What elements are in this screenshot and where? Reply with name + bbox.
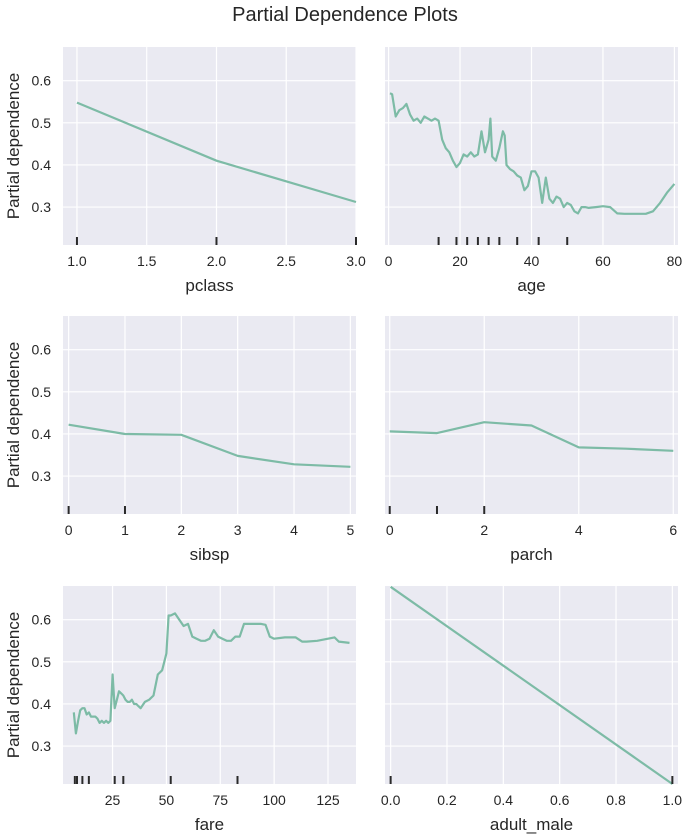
x-tick-label: 60 xyxy=(595,253,611,269)
y-tick-label: 0.6 xyxy=(32,612,52,628)
x-tick-label: 3.0 xyxy=(346,253,366,269)
panel-parch: 0 2 4 6 parch xyxy=(385,316,678,564)
x-tick-label: 0.8 xyxy=(606,792,626,808)
panel-fare: 25 50 75 100 125 fare 0.3 0.4 0.5 0.6 Partial depe… xyxy=(4,586,356,834)
x-tick-label: 2.5 xyxy=(277,253,297,269)
x-tick-label: 40 xyxy=(524,253,540,269)
x-tick-label: 80 xyxy=(667,253,683,269)
pd-line-sibsp xyxy=(68,423,351,468)
y-tick-label: 0.3 xyxy=(32,738,52,754)
panel-sibsp: 0 1 2 3 4 5 sibsp 0.3 0.4 0.5 0.6 Partial dependenc… xyxy=(4,316,356,564)
x-tick-label: 20 xyxy=(452,253,468,269)
y-tick-label: 0.5 xyxy=(32,654,52,670)
x-axis-label: fare xyxy=(195,815,224,834)
y-tick-label: 0.5 xyxy=(32,115,52,131)
x-axis-label: sibsp xyxy=(190,545,230,564)
x-tick-label: 2.0 xyxy=(207,253,227,269)
x-tick-label: 2 xyxy=(177,522,185,538)
x-tick-label: 3 xyxy=(234,522,242,538)
x-tick-label: 0.4 xyxy=(494,792,514,808)
plot-area xyxy=(63,316,356,514)
y-tick-label: 0.4 xyxy=(32,157,52,173)
x-tick-label: 125 xyxy=(316,792,340,808)
x-tick-label: 1.5 xyxy=(137,253,157,269)
x-tick-label: 2 xyxy=(480,522,488,538)
x-tick-label: 50 xyxy=(159,792,175,808)
x-tick-label: 0.0 xyxy=(381,792,401,808)
y-axis-label: Partial dependence xyxy=(4,612,23,759)
plot-area xyxy=(63,586,356,784)
x-tick-label: 1 xyxy=(121,522,129,538)
x-axis-label: pclass xyxy=(185,276,233,295)
x-tick-label: 0.2 xyxy=(437,792,457,808)
x-axis-label: age xyxy=(517,276,545,295)
x-tick-label: 5 xyxy=(346,522,354,538)
x-tick-label: 4 xyxy=(575,522,583,538)
x-tick-label: 1.0 xyxy=(67,253,87,269)
y-tick-label: 0.5 xyxy=(32,384,52,400)
y-tick-label: 0.3 xyxy=(32,199,52,215)
y-tick-label: 0.6 xyxy=(32,73,52,89)
x-tick-label: 6 xyxy=(669,522,677,538)
pd-line-fare xyxy=(72,612,350,735)
figure-title: Partial Dependence Plots xyxy=(232,4,458,26)
y-tick-label: 0.4 xyxy=(32,426,52,442)
x-tick-label: 4 xyxy=(290,522,298,538)
plot-area xyxy=(385,316,678,514)
x-tick-label: 100 xyxy=(262,792,286,808)
pd-line-parch xyxy=(389,421,674,452)
pd-line-age xyxy=(389,92,676,215)
panel-age: 0 20 40 60 80 age xyxy=(385,47,683,295)
y-axis-label: Partial dependence xyxy=(4,73,23,220)
panel-pclass: 1.0 1.5 2.0 2.5 3.0 pclass 0.3 0.4 0.5 0.6 Partial… xyxy=(4,47,366,295)
pd-line-adult_male xyxy=(389,585,674,785)
x-tick-label: 0 xyxy=(65,522,73,538)
x-tick-label: 0.6 xyxy=(550,792,570,808)
x-tick-label: 0 xyxy=(386,522,394,538)
y-tick-label: 0.3 xyxy=(32,468,52,484)
y-tick-label: 0.4 xyxy=(32,696,52,712)
x-tick-label: 0 xyxy=(385,253,393,269)
x-tick-label: 25 xyxy=(105,792,121,808)
plot-area xyxy=(63,47,356,245)
x-axis-label: parch xyxy=(510,545,553,564)
y-tick-label: 0.6 xyxy=(32,342,52,358)
pd-line-pclass xyxy=(76,101,357,204)
x-axis-label: adult_male xyxy=(490,815,573,834)
y-axis-label: Partial dependence xyxy=(4,342,23,489)
panel-adult_male: 0.0 0.2 0.4 0.6 0.8 1.0 adult_male xyxy=(381,585,683,834)
x-tick-label: 1.0 xyxy=(663,792,683,808)
x-tick-label: 75 xyxy=(212,792,228,808)
